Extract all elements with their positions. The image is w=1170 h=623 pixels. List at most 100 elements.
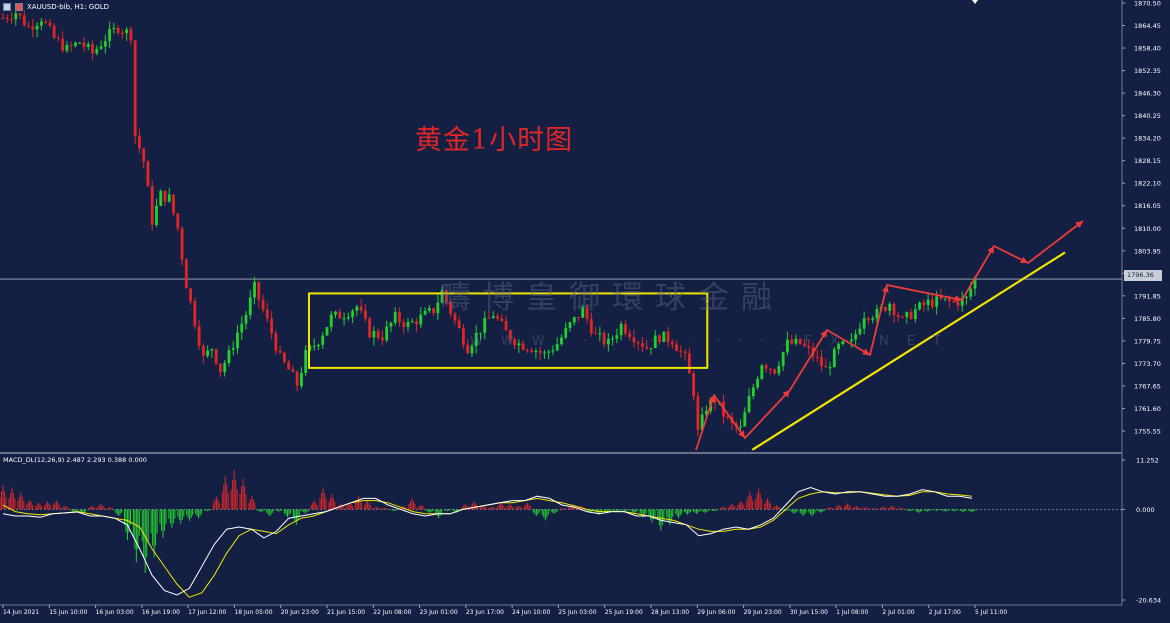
candle <box>10 11 13 25</box>
candle <box>31 18 35 38</box>
candle-body <box>854 334 858 340</box>
candle-body <box>368 318 372 338</box>
candle <box>760 364 764 381</box>
candle <box>888 301 892 316</box>
candle-body <box>346 317 350 319</box>
candle <box>184 258 188 289</box>
candle-body <box>956 301 960 306</box>
candle-body <box>227 350 231 364</box>
candle-body <box>670 341 674 345</box>
candle-body <box>679 351 683 353</box>
candle <box>641 337 644 352</box>
candle <box>547 349 551 360</box>
candle-body <box>274 333 278 351</box>
candle <box>666 326 670 347</box>
candle <box>261 294 265 313</box>
candle <box>606 333 610 352</box>
candle-body <box>206 350 210 356</box>
chart-type-icon[interactable] <box>15 3 23 11</box>
candle-body <box>312 345 316 347</box>
candle-body <box>700 414 704 430</box>
candle-body <box>415 321 418 325</box>
candle-body <box>474 332 478 347</box>
candle <box>922 299 926 312</box>
candle-body <box>555 344 559 351</box>
watermark: 疇博皇御環球金融 <box>440 280 784 316</box>
candle-body <box>325 327 329 336</box>
candle <box>189 287 192 305</box>
candle-body <box>611 338 615 340</box>
candle-body <box>606 338 610 345</box>
candle <box>146 159 150 187</box>
candle-body <box>444 290 448 302</box>
candle <box>892 302 896 323</box>
candle-body <box>884 307 887 311</box>
candle-body <box>342 318 346 320</box>
candle <box>304 345 308 377</box>
candle <box>65 41 69 53</box>
candle-body <box>291 369 295 372</box>
candle <box>172 194 175 216</box>
candle <box>35 21 39 38</box>
candle <box>389 321 393 333</box>
candle <box>265 303 269 323</box>
candle <box>133 39 137 144</box>
candle-body <box>803 343 806 346</box>
candle-body <box>530 350 534 353</box>
candle-body <box>27 25 30 27</box>
candle-body <box>201 345 205 356</box>
candle-body <box>479 332 482 334</box>
candle-body <box>133 40 137 136</box>
candle <box>589 312 593 337</box>
candle <box>462 324 465 349</box>
price-tick-label: 1767.65 <box>1134 382 1161 390</box>
candle <box>457 316 461 329</box>
candle <box>270 311 273 340</box>
time-tick-label: 16 Jun 19:00 <box>142 609 180 616</box>
watermark-url: WWW.·········.FX.NET <box>470 334 959 349</box>
candle <box>649 347 653 355</box>
candle-body <box>219 363 222 373</box>
candle-body <box>95 48 99 54</box>
window-icon[interactable] <box>3 3 11 11</box>
candle-body <box>837 344 840 350</box>
candle-body <box>628 333 632 338</box>
scroll-marker <box>972 0 978 4</box>
candle <box>487 310 491 319</box>
candle <box>820 349 823 372</box>
candle <box>398 307 401 327</box>
candle <box>155 198 158 227</box>
candle-body <box>74 42 77 46</box>
candle-body <box>517 343 521 346</box>
candle-body <box>197 326 201 346</box>
candle <box>406 317 410 332</box>
candle-body <box>125 29 129 34</box>
price-tick-label: 1755.55 <box>1134 428 1161 436</box>
candle-body <box>905 311 909 317</box>
candle-body <box>129 29 133 41</box>
candle-body <box>935 296 939 307</box>
candle-body <box>193 301 197 327</box>
chart-header: XAUUSD-bib, H1: GOLD <box>3 1 109 13</box>
candle <box>150 180 154 231</box>
candle <box>926 293 930 311</box>
candle <box>700 407 704 432</box>
candle <box>670 339 674 349</box>
candle <box>828 361 832 376</box>
candle-body <box>253 281 256 298</box>
time-tick-label: 15 Jun 10:00 <box>49 609 87 616</box>
candle-body <box>777 365 781 374</box>
candle <box>777 361 781 377</box>
candle-body <box>287 362 291 370</box>
candle <box>351 308 354 324</box>
price-tick-label: 1803.95 <box>1134 247 1161 255</box>
candle <box>342 312 346 326</box>
candle <box>930 293 934 310</box>
candle <box>683 349 687 361</box>
candle-body <box>334 311 337 315</box>
candle <box>837 341 840 355</box>
candle-body <box>513 339 516 346</box>
candle-body <box>662 331 666 342</box>
candle <box>44 19 48 25</box>
